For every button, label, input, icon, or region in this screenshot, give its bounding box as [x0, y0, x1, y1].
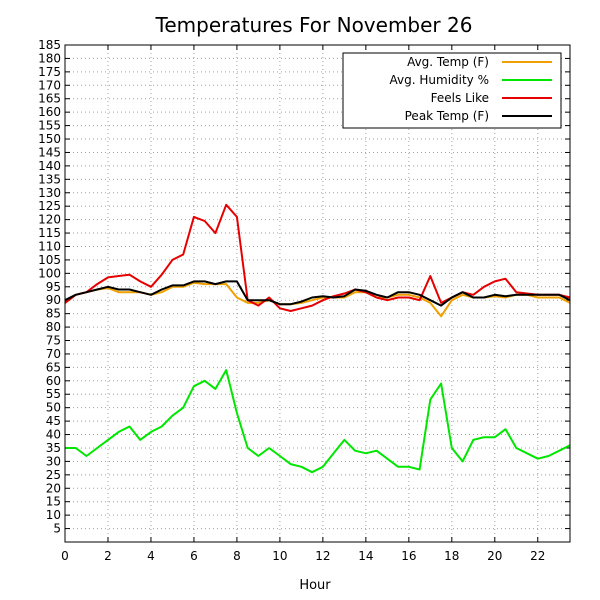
y-tick-label: 20 [46, 481, 61, 495]
legend-label: Feels Like [431, 91, 489, 105]
y-tick-label: 15 [46, 495, 61, 509]
series-line-avg-humidity [65, 369, 571, 474]
x-tick-label: 10 [272, 549, 287, 563]
series-line-avg-temp-f [64, 281, 571, 318]
x-tick-label: 14 [358, 549, 373, 563]
x-tick-label: 20 [487, 549, 502, 563]
y-tick-label: 105 [38, 253, 61, 267]
x-tick-label: 16 [401, 549, 416, 563]
legend-label: Peak Temp (F) [405, 109, 489, 123]
y-tick-label: 185 [38, 38, 61, 52]
y-tick-label: 10 [46, 508, 61, 522]
y-tick-label: 125 [38, 199, 61, 213]
legend-label: Avg. Temp (F) [407, 55, 489, 69]
axis-ticks: 5101520253035404550556065707580859095100… [38, 38, 570, 563]
y-tick-label: 145 [38, 145, 61, 159]
x-tick-label: 0 [61, 549, 69, 563]
plot-frame [64, 44, 571, 543]
y-tick-label: 95 [46, 280, 61, 294]
x-tick-label: 22 [530, 549, 545, 563]
series-lines [64, 203, 571, 474]
y-tick-label: 80 [46, 320, 61, 334]
y-tick-label: 90 [46, 293, 61, 307]
legend-label: Avg. Humidity % [390, 73, 489, 87]
y-tick-label: 175 [38, 65, 61, 79]
y-tick-label: 75 [46, 334, 61, 348]
x-tick-label: 12 [315, 549, 330, 563]
x-tick-label: 2 [104, 549, 112, 563]
y-tick-label: 50 [46, 401, 61, 415]
chart-title: Temperatures For November 26 [155, 13, 473, 37]
grid [64, 44, 570, 542]
y-tick-label: 5 [53, 522, 61, 536]
y-tick-label: 160 [38, 105, 61, 119]
y-tick-label: 155 [38, 119, 61, 133]
y-tick-label: 45 [46, 414, 61, 428]
y-tick-label: 170 [38, 78, 61, 92]
legend: Avg. Temp (F) Avg. Humidity % Feels Like Pe… [342, 52, 562, 129]
y-tick-label: 130 [38, 186, 61, 200]
x-tick-label: 8 [233, 549, 241, 563]
y-tick-label: 85 [46, 307, 61, 321]
series-line-peak-temp-f [64, 280, 571, 307]
y-tick-label: 110 [38, 239, 61, 253]
x-tick-label: 6 [190, 549, 198, 563]
x-tick-label: 18 [444, 549, 459, 563]
y-tick-label: 140 [38, 159, 61, 173]
y-tick-label: 120 [38, 213, 61, 227]
y-tick-label: 70 [46, 347, 61, 361]
x-axis-label: Hour [299, 578, 331, 593]
y-tick-label: 25 [46, 468, 61, 482]
y-tick-label: 35 [46, 441, 61, 455]
y-tick-label: 30 [46, 454, 61, 468]
y-tick-label: 65 [46, 360, 61, 374]
y-tick-label: 60 [46, 374, 61, 388]
y-tick-label: 100 [38, 266, 61, 280]
series-line-feels-like [64, 203, 571, 312]
y-tick-label: 135 [38, 172, 61, 186]
y-tick-label: 150 [38, 132, 61, 146]
y-tick-label: 55 [46, 387, 61, 401]
x-tick-label: 4 [147, 549, 155, 563]
y-tick-label: 115 [38, 226, 61, 240]
y-tick-label: 40 [46, 428, 61, 442]
y-tick-label: 165 [38, 92, 61, 106]
y-tick-label: 180 [38, 51, 61, 65]
